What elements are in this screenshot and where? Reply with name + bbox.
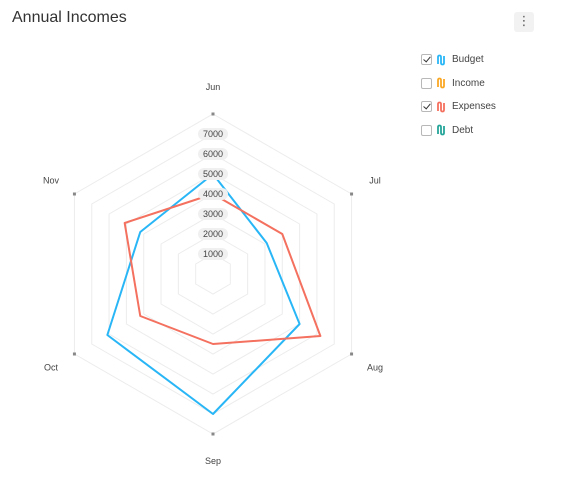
series-icon (437, 77, 445, 89)
legend-label: Debt (452, 124, 474, 136)
legend-checkbox[interactable] (421, 54, 432, 66)
legend-checkbox[interactable] (421, 124, 432, 136)
series-expenses (123, 193, 322, 345)
axis-label-jul: Jul (369, 176, 381, 186)
tick-label-bg (198, 188, 228, 200)
legend-checkbox[interactable] (421, 77, 432, 89)
tick-label-bg (198, 228, 228, 240)
tick-label-bg (198, 248, 228, 260)
series-icon (437, 124, 445, 136)
grid-ring (125, 173, 301, 375)
vertical-dots-icon[interactable]: ⋮ (514, 12, 534, 32)
tick-label: 6000 (203, 149, 223, 159)
series-icon (437, 54, 445, 66)
axis-marker (211, 432, 215, 436)
axis-marker (72, 192, 76, 196)
axis-marker (211, 112, 215, 116)
legend: Budget Income Expenses Debt (421, 48, 496, 142)
legend-item-expenses[interactable]: Expenses (421, 95, 496, 119)
tick-label-bg (198, 128, 228, 140)
legend-label: Budget (452, 54, 484, 66)
axis-marker (72, 352, 76, 356)
axis-label-jun: Jun (206, 82, 221, 92)
grid-ring (73, 113, 353, 435)
series-budget (106, 173, 301, 415)
tick-label: 7000 (203, 129, 223, 139)
tick-label: 5000 (203, 169, 223, 179)
grid-ring (177, 233, 249, 315)
legend-checkbox[interactable] (421, 101, 432, 113)
tick-label: 1000 (203, 249, 223, 259)
axis-label-aug: Aug (367, 363, 383, 373)
tick-label-bg (198, 208, 228, 220)
legend-item-budget[interactable]: Budget (421, 48, 496, 72)
axis-marker (350, 352, 354, 356)
axis-label-sep: Sep (205, 456, 221, 466)
grid-ring (108, 153, 318, 395)
legend-item-income[interactable]: Income (421, 72, 496, 96)
tick-label: 2000 (203, 229, 223, 239)
chart-title: Annual Incomes (12, 9, 127, 26)
legend-item-debt[interactable]: Debt (421, 119, 496, 143)
legend-label: Income (452, 77, 485, 89)
axis-label-nov: Nov (43, 176, 60, 186)
tick-label-bg (198, 148, 228, 160)
series-icon (437, 101, 445, 113)
grid-ring (160, 213, 266, 335)
grid-ring (195, 253, 231, 295)
legend-label: Expenses (452, 101, 496, 113)
tick-label-bg (198, 168, 228, 180)
axis-label-oct: Oct (44, 363, 59, 373)
tick-label: 4000 (203, 189, 223, 199)
tick-label: 3000 (203, 209, 223, 219)
axis-marker (350, 192, 354, 196)
